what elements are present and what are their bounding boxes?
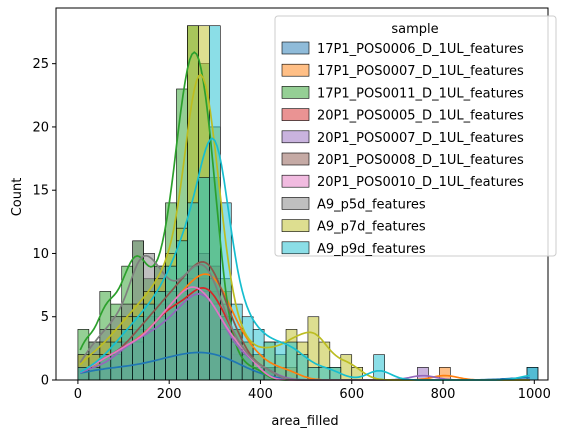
x-tick-label: 400: [248, 387, 273, 402]
x-tick-label: 1000: [518, 387, 551, 402]
legend-label: A9_p5d_features: [317, 197, 426, 212]
legend-swatch: [281, 63, 310, 77]
y-tick-label: 10: [32, 247, 49, 262]
legend-items: 17P1_POS0006_D_1UL_features 17P1_POS0007_…: [281, 41, 524, 257]
y-tick-label: 5: [41, 310, 49, 325]
legend-swatch: [281, 197, 310, 210]
legend-label: 20P1_POS0005_D_1UL_features: [317, 109, 524, 124]
plot-area: [55, 7, 549, 381]
y-tick-label: 25: [32, 57, 49, 72]
legend-label: 17P1_POS0011_D_1UL_features: [317, 86, 524, 101]
legend-title: sample: [391, 22, 438, 37]
legend: sample 17P1_POS0006_D_1UL_features17P1_P…: [274, 15, 557, 257]
legend-label: 17P1_POS0006_D_1UL_features: [317, 42, 524, 57]
x-tick-label: 0: [74, 387, 82, 402]
legend-label: 17P1_POS0007_D_1UL_features: [317, 64, 524, 79]
legend-swatch: [281, 108, 310, 121]
legend-swatch: [281, 174, 310, 188]
legend-label: 20P1_POS0007_D_1UL_features: [317, 131, 524, 146]
histogram-bar: [176, 240, 188, 381]
y-tick-label: 20: [32, 120, 49, 135]
x-tick-label: 800: [431, 387, 456, 402]
legend-label: 20P1_POS0010_D_1UL_features: [317, 175, 524, 190]
histogram-bar: [373, 354, 385, 381]
legend-swatch: [281, 130, 310, 144]
histogram-bar: [198, 177, 210, 381]
histogram-bar: [165, 265, 177, 381]
legend-swatch: [281, 241, 310, 255]
legend-swatch: [281, 86, 310, 99]
legend-swatch: [281, 152, 310, 166]
y-axis: 0 5 10 15 20 25: [32, 57, 56, 389]
legend-label: 20P1_POS0008_D_1UL_features: [317, 153, 524, 168]
x-tick-label: 200: [157, 387, 182, 402]
x-axis-label: area_filled: [271, 414, 338, 429]
y-tick-label: 15: [32, 184, 49, 199]
legend-label: A9_p7d_features: [317, 220, 426, 235]
legend-label: A9_p9d_features: [317, 242, 426, 257]
y-tick-label: 0: [41, 374, 49, 389]
legend-swatch: [281, 219, 310, 232]
histogram-bar: [209, 25, 221, 381]
legend-box: [274, 15, 557, 257]
x-tick-label: 600: [339, 387, 364, 402]
y-axis-label: Count: [10, 178, 25, 217]
x-axis: 0 200 400 600 800 1000: [74, 380, 551, 402]
legend-swatch: [281, 41, 310, 55]
